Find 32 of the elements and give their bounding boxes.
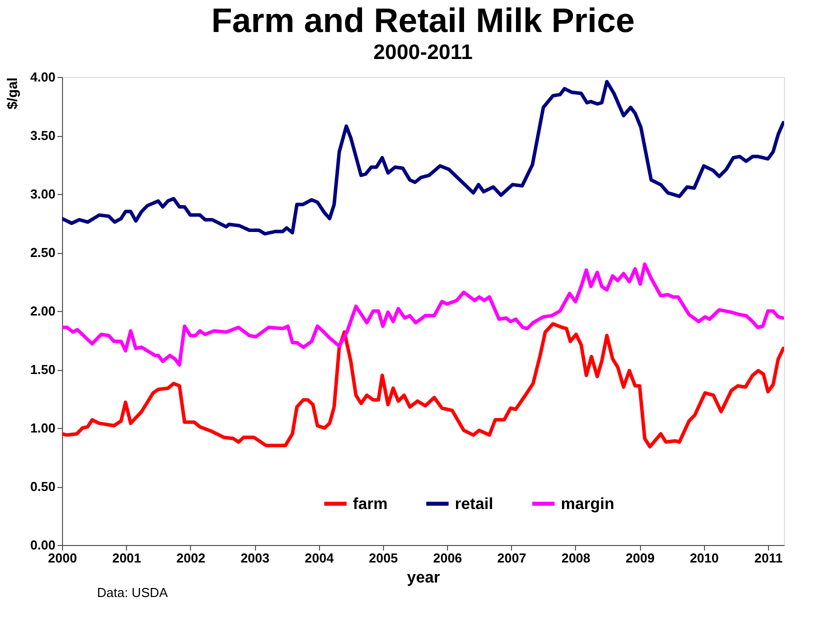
x-tick-label: 2001 (112, 550, 142, 566)
x-tick-label: 2002 (176, 550, 206, 566)
y-axis-title: $/gal (4, 78, 20, 110)
x-tick-label: 2003 (240, 550, 270, 566)
y-tick-label: 1.50 (30, 362, 56, 377)
x-tick-label: 2000 (48, 550, 77, 566)
x-tick-label: 2004 (304, 550, 334, 566)
line-series (62, 262, 784, 367)
y-tick-label: 3.50 (30, 128, 56, 143)
y-tick-label: 4.00 (30, 70, 56, 84)
y-tick-label: 0.00 (30, 538, 56, 552)
x-tick-label: 2009 (626, 550, 655, 566)
x-tick-label: 2007 (497, 550, 526, 566)
x-tick-label: 2006 (433, 550, 462, 566)
chart-subtitle: 2000-2011 (373, 41, 473, 64)
y-tick-label: 2.00 (30, 304, 56, 318)
legend-label: farm (352, 496, 388, 513)
x-tick-label: 2008 (561, 550, 590, 566)
x-tick-label: 2010 (690, 550, 719, 566)
x-tick-label: 2005 (368, 550, 398, 566)
y-tick-label: 3.00 (30, 186, 56, 202)
legend-label: retail (454, 496, 494, 513)
line-series (62, 80, 784, 236)
y-tick-label: 2.50 (30, 245, 56, 260)
y-tick-label: 1.00 (30, 420, 56, 436)
text: Data: USDA (97, 585, 168, 600)
x-tick-label: 2011 (754, 550, 783, 566)
chart-title: Farm and Retail Milk Price (211, 2, 635, 40)
legend-label: margin (560, 496, 614, 513)
line-series (62, 322, 784, 448)
x-axis-title: year (407, 570, 440, 586)
y-tick-label: 0.50 (30, 479, 56, 494)
